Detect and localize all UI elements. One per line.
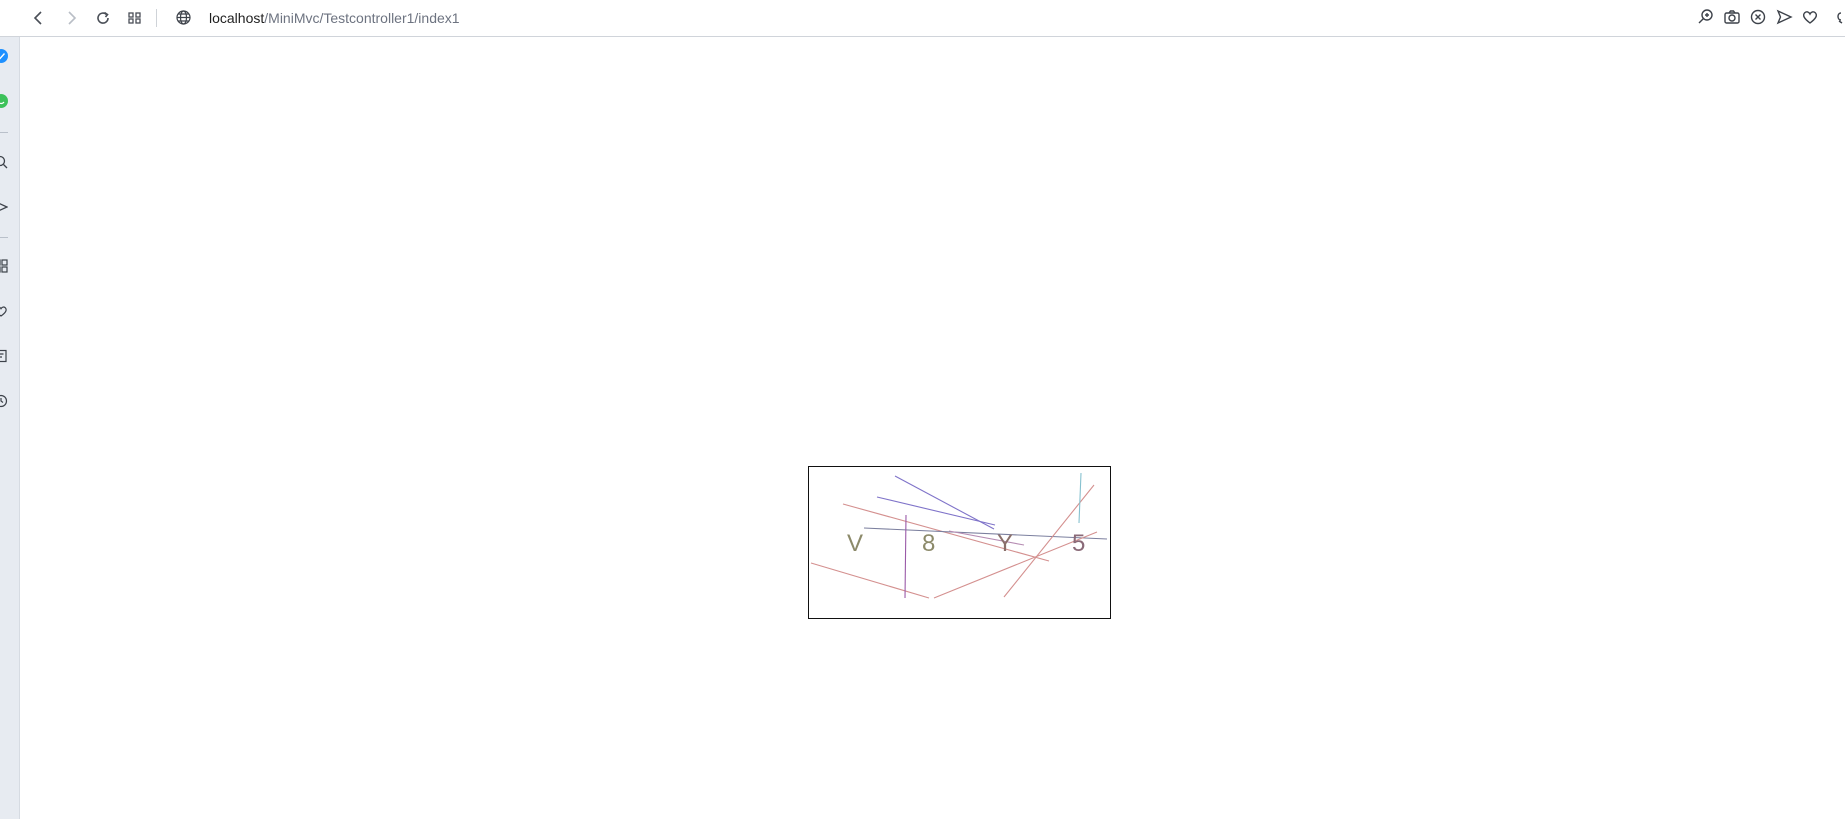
forward-icon[interactable] <box>60 7 82 29</box>
side-divider <box>0 132 8 133</box>
captcha-char: Y <box>997 530 1013 557</box>
back-icon[interactable] <box>28 7 50 29</box>
captcha-char: 5 <box>1072 530 1085 557</box>
toolbar-divider <box>156 9 157 27</box>
zoom-icon[interactable] <box>1697 8 1715 31</box>
search-icon[interactable] <box>0 155 8 169</box>
menu-icon[interactable] <box>1834 8 1845 31</box>
url-path: /MiniMvc/Testcontroller1/index1 <box>264 10 460 26</box>
noise-line <box>904 514 907 599</box>
notes-icon[interactable] <box>0 349 8 363</box>
noise-line <box>810 562 930 599</box>
noise-line <box>948 530 1025 546</box>
close-circle-icon[interactable] <box>1749 8 1767 31</box>
noise-line <box>842 503 1050 562</box>
globe-icon <box>175 9 192 31</box>
tabs-grid-icon[interactable] <box>124 7 146 29</box>
send-icon[interactable] <box>1775 8 1793 31</box>
noise-line <box>933 531 1098 599</box>
noise-line <box>863 527 1108 540</box>
heart-icon[interactable] <box>0 304 8 318</box>
side-divider <box>0 237 8 238</box>
captcha-image[interactable]: V 8 Y 5 <box>808 466 1111 619</box>
noise-line <box>894 475 995 530</box>
captcha-canvas: V 8 Y 5 <box>810 472 1108 599</box>
browser-toolbar: localhost/MiniMvc/Testcontroller1/index1 <box>0 0 1845 37</box>
reload-icon[interactable] <box>92 7 114 29</box>
whatsapp-icon[interactable] <box>0 94 8 108</box>
noise-line <box>876 496 996 526</box>
side-panel <box>0 37 20 819</box>
address-bar[interactable]: localhost/MiniMvc/Testcontroller1/index1 <box>209 8 460 28</box>
noise-line <box>1078 472 1082 524</box>
apps-icon[interactable] <box>0 259 8 273</box>
heart-icon[interactable] <box>1801 8 1819 31</box>
noise-line <box>1003 484 1095 598</box>
camera-icon[interactable] <box>1723 8 1741 31</box>
history-icon[interactable] <box>0 394 8 408</box>
captcha-char: V <box>847 530 863 557</box>
captcha-char: 8 <box>922 530 935 557</box>
send-icon[interactable] <box>0 200 9 214</box>
messenger-icon[interactable] <box>0 49 8 63</box>
url-host: localhost <box>209 10 265 26</box>
